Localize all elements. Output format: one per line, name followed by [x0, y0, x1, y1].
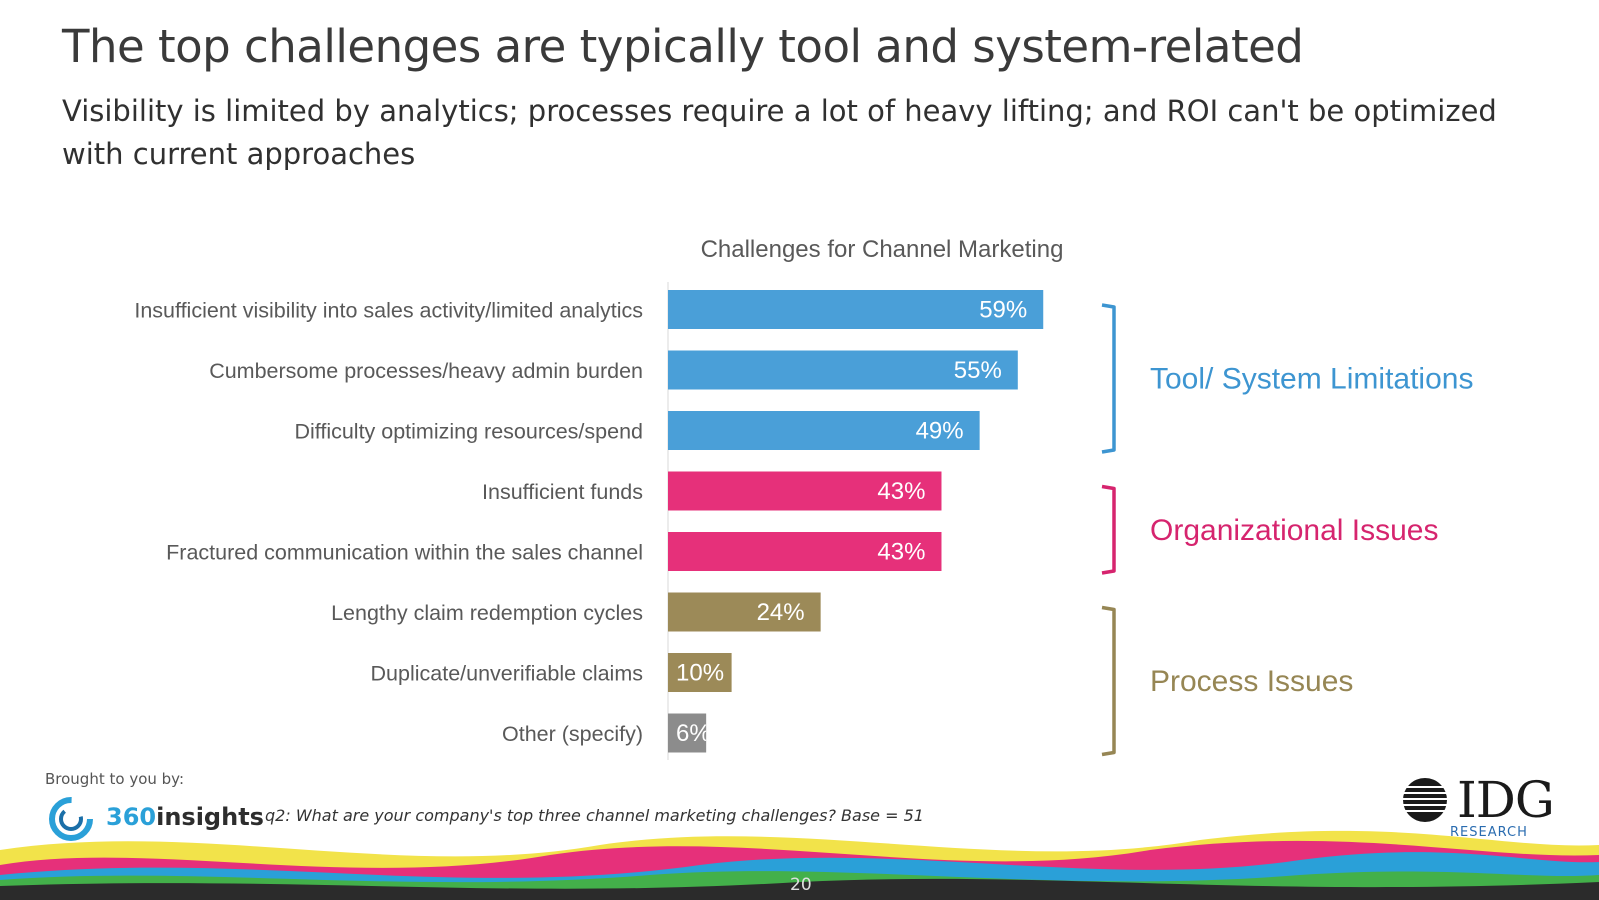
group-label-process-issues: Process Issues [1150, 665, 1353, 698]
challenges-bar-chart: Challenges for Channel Marketing Insuffi… [134, 236, 1473, 760]
group-bracket-process-issues [1101, 605, 1116, 757]
value-label-difficulty-optimizing-resources-spend: 49% [916, 418, 964, 445]
360insights-logo-mark [49, 797, 93, 841]
value-label-insufficient-visibility-into-sales-activity-limited-analytics: 59% [979, 297, 1027, 324]
question-footnote: q2: What are your company's top three ch… [265, 806, 924, 825]
category-label-difficulty-optimizing-resources-spend: Difficulty optimizing resources/spend [294, 420, 643, 444]
value-label-lengthy-claim-redemption-cycles: 24% [757, 599, 805, 626]
idg-wordmark: IDG [1457, 771, 1555, 829]
idg-research-label: RESEARCH [1450, 825, 1528, 840]
category-label-lengthy-claim-redemption-cycles: Lengthy claim redemption cycles [331, 601, 643, 625]
360insights-logo: 360insights [46, 795, 296, 841]
category-label-insufficient-funds: Insufficient funds [482, 480, 643, 504]
value-label-cumbersome-processes-heavy-admin-burden: 55% [954, 357, 1002, 384]
idg-globe-icon [1401, 778, 1449, 822]
group-bracket-tool-system-limitations [1101, 303, 1116, 454]
360insights-wordmark: 360insights [106, 803, 264, 831]
group-label-tool-system-limitations: Tool/ System Limitations [1150, 363, 1473, 396]
category-label-cumbersome-processes-heavy-admin-burden: Cumbersome processes/heavy admin burden [209, 359, 643, 383]
bar-other-specify [668, 713, 707, 753]
slide-title: The top challenges are typically tool an… [62, 20, 1304, 73]
bar-lengthy-claim-redemption-cycles [668, 592, 821, 632]
bar-duplicate-unverifiable-claims [668, 653, 732, 692]
brought-to-you-by-label: Brought to you by: [45, 770, 185, 788]
value-label-fractured-communication-within-the-sales-channel: 43% [877, 539, 925, 566]
bar-insufficient-funds [668, 471, 942, 511]
bar-insufficient-visibility-into-sales-activity-limited-analytics [668, 290, 1044, 329]
decorative-wave-band [0, 830, 1599, 900]
slide-subtitle: Visibility is limited by analytics; proc… [62, 94, 1497, 171]
bar-difficulty-optimizing-resources-spend [668, 411, 980, 450]
category-label-duplicate-unverifiable-claims: Duplicate/unverifiable claims [371, 662, 643, 686]
value-label-other-specify: 6% [676, 720, 711, 747]
page-number: 20 [790, 875, 812, 895]
chart-title: Challenges for Channel Marketing [701, 236, 1064, 263]
category-label-insufficient-visibility-into-sales-activity-limited-analytics: Insufficient visibility into sales activ… [134, 299, 643, 323]
category-label-fractured-communication-within-the-sales-channel: Fractured communication within the sales… [166, 541, 643, 565]
category-label-other-specify: Other (specify) [502, 722, 643, 746]
value-label-duplicate-unverifiable-claims: 10% [676, 660, 724, 687]
group-label-organizational-issues: Organizational Issues [1150, 514, 1439, 547]
bar-cumbersome-processes-heavy-admin-burden [668, 350, 1018, 390]
bar-fractured-communication-within-the-sales-channel [668, 532, 942, 571]
value-label-insufficient-funds: 43% [877, 478, 925, 505]
group-bracket-organizational-issues [1101, 484, 1116, 575]
idg-research-logo: IDG RESEARCH [1395, 771, 1580, 845]
